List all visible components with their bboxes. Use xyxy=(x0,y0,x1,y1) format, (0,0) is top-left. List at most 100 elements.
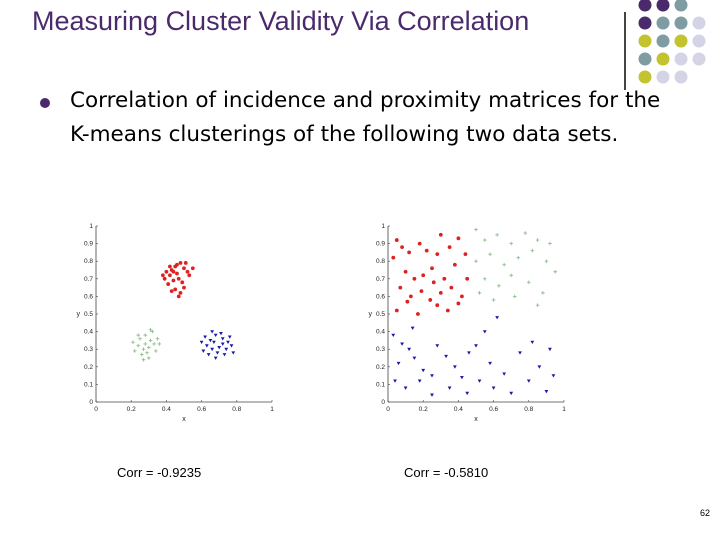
y-tick-label: 0.6 xyxy=(84,293,93,300)
data-point xyxy=(502,262,506,267)
data-point xyxy=(449,285,454,290)
data-point xyxy=(231,351,236,355)
data-point xyxy=(412,356,417,360)
data-point xyxy=(213,356,218,360)
data-point xyxy=(173,287,178,292)
y-tick-label: 0.8 xyxy=(84,258,93,265)
data-point xyxy=(541,291,545,295)
data-point xyxy=(150,329,155,334)
data-point xyxy=(535,303,540,307)
data-point xyxy=(136,343,141,348)
data-point xyxy=(452,262,457,267)
decorative-dot xyxy=(656,52,670,66)
data-point xyxy=(168,264,172,269)
x-tick-label: 0 xyxy=(386,406,390,413)
data-point xyxy=(201,349,206,353)
data-point xyxy=(419,289,424,294)
data-point xyxy=(509,391,514,396)
data-point xyxy=(141,347,146,351)
decorative-dot xyxy=(674,0,688,12)
data-point xyxy=(523,231,528,235)
decorative-dot xyxy=(638,70,652,84)
data-point xyxy=(400,245,404,250)
y-tick-label: 0.4 xyxy=(376,329,385,336)
data-point xyxy=(447,386,452,390)
decorative-dot xyxy=(656,70,670,84)
bullet-icon xyxy=(40,98,50,108)
data-point xyxy=(460,294,464,299)
data-point xyxy=(544,390,549,394)
decorative-dot xyxy=(692,52,706,66)
decorative-dot xyxy=(656,34,670,48)
y-tick-label: 0.7 xyxy=(376,276,385,283)
data-point xyxy=(495,316,500,320)
page-number: 62 xyxy=(699,508,710,518)
data-point xyxy=(435,252,440,257)
y-tick-label: 0.1 xyxy=(84,381,93,388)
data-point xyxy=(530,340,535,345)
x-tick-label: 0.6 xyxy=(197,406,206,413)
data-point xyxy=(391,255,396,260)
data-point xyxy=(226,340,230,345)
data-point xyxy=(168,273,172,278)
y-tick-label: 0.6 xyxy=(376,293,385,300)
scatter-plot-right: 0 0.2 0.4 0.6 0.8 1 0 0.1 0.2 0.3 0.4 0.5 0.6 0.7 0.8 0… xyxy=(369,220,585,435)
data-point xyxy=(136,333,141,337)
data-point xyxy=(213,333,218,338)
data-point xyxy=(155,336,160,341)
y-tick-label: 0.7 xyxy=(84,276,93,283)
data-point xyxy=(488,252,492,256)
data-point xyxy=(416,312,420,316)
y-tick-label: 0.9 xyxy=(376,241,385,248)
data-point xyxy=(477,379,482,383)
data-point xyxy=(417,379,422,383)
data-point xyxy=(394,238,399,242)
data-point xyxy=(535,238,540,242)
data-point xyxy=(410,326,415,330)
data-point xyxy=(495,233,499,237)
data-point xyxy=(444,354,448,359)
data-point xyxy=(157,342,162,346)
data-point xyxy=(465,276,470,281)
x-tick-label: 0.6 xyxy=(489,406,498,413)
y-tick-label: 1 xyxy=(381,223,385,230)
decorative-dot xyxy=(638,16,652,30)
data-point xyxy=(548,347,552,352)
data-point xyxy=(396,361,401,366)
data-point xyxy=(482,330,487,334)
data-point xyxy=(215,351,220,355)
data-point xyxy=(474,227,478,232)
data-point xyxy=(152,342,156,346)
data-point xyxy=(435,344,440,348)
data-point xyxy=(182,266,186,271)
data-point xyxy=(465,391,470,396)
data-point xyxy=(148,338,153,343)
data-point xyxy=(206,353,211,357)
y-tick-label: 0.9 xyxy=(84,241,93,248)
data-point xyxy=(435,303,440,308)
data-point xyxy=(477,291,482,295)
decorative-dot xyxy=(692,16,706,30)
data-point xyxy=(518,351,522,355)
data-point xyxy=(456,236,461,241)
data-point xyxy=(162,276,167,281)
data-point xyxy=(393,379,397,383)
data-point xyxy=(178,290,183,295)
data-point xyxy=(502,372,507,376)
data-point xyxy=(171,278,176,283)
data-point xyxy=(488,361,492,366)
y-axis-label: y xyxy=(369,311,373,318)
data-point xyxy=(391,333,396,338)
data-point xyxy=(497,284,501,288)
data-point xyxy=(551,374,556,378)
slide-title: Measuring Cluster Validity Via Correlati… xyxy=(32,6,530,36)
data-point xyxy=(169,289,174,294)
data-point xyxy=(132,349,137,353)
data-point xyxy=(483,277,487,281)
data-point xyxy=(403,386,408,390)
data-point xyxy=(178,261,183,265)
data-point xyxy=(403,269,408,274)
data-point xyxy=(185,269,190,274)
decorative-dot xyxy=(674,52,688,66)
data-point xyxy=(182,285,186,290)
